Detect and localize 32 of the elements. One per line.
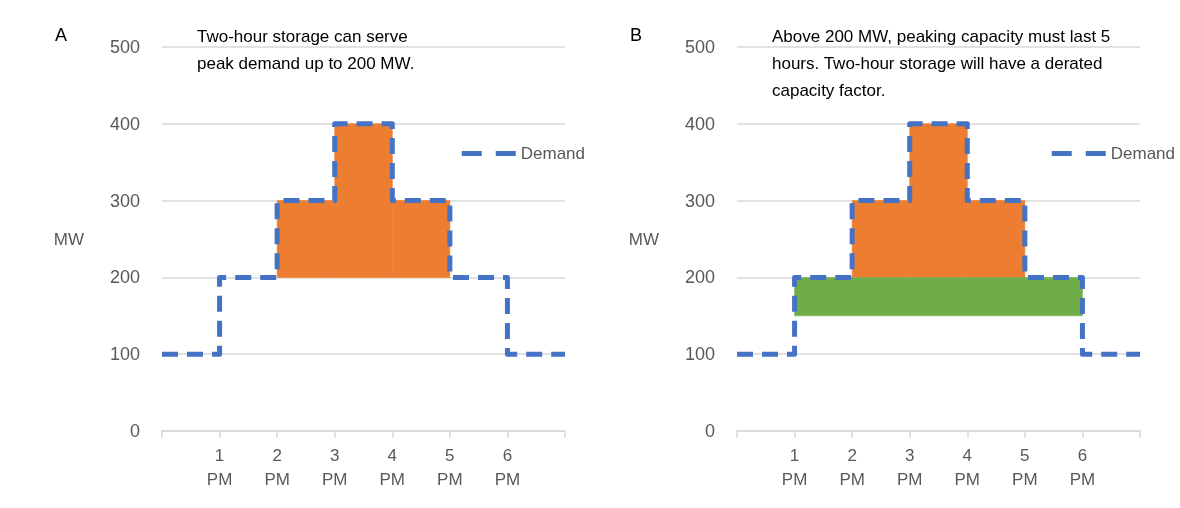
x-tick-label: 6 PM [1069, 445, 1096, 489]
x-tick-label: 4 PM [954, 445, 981, 489]
x-tick-label: 1 PM [781, 445, 808, 489]
y-tick-label: 200 [109, 267, 140, 288]
y-tick-label: 500 [109, 37, 140, 57]
x-tick-label: 1 PM [206, 445, 233, 489]
x-tick-label: 3 PM [321, 445, 348, 489]
x-tick-label: 5 PM [437, 445, 463, 489]
y-tick-label: 300 [109, 190, 140, 211]
legend-label: Demand [1110, 144, 1176, 163]
y-tick-label: 100 [109, 344, 140, 365]
y-axis-title: MW [628, 229, 659, 249]
chart-title: Two-hour storage can serve peak demand up to 200 MW. [197, 27, 415, 73]
x-tick-label: 3 PM [896, 445, 923, 489]
x-tick-label: 6 PM [494, 445, 521, 489]
x-tick-label: 2 PM [264, 445, 290, 489]
x-tick-label: 2 PM [839, 445, 865, 489]
y-tick-label: 200 [684, 267, 715, 288]
y-tick-label: 400 [109, 113, 140, 134]
legend-label: Demand [520, 144, 586, 163]
x-tick-label: 5 PM [1012, 445, 1038, 489]
y-axis-title: MW [53, 229, 84, 249]
y-tick-label: 100 [684, 344, 715, 365]
text: B [630, 25, 643, 45]
y-tick-label: 300 [684, 190, 715, 211]
y-tick-label: 400 [684, 113, 715, 134]
y-tick-label: 500 [684, 37, 715, 57]
y-tick-label: 0 [704, 421, 715, 441]
x-tick-label: 4 PM [379, 445, 406, 489]
chart-title: Above 200 MW, peaking capacity must last 5 hours. Two-hour storage will have a derated capacity factor. [772, 27, 1116, 100]
text: A [55, 25, 68, 45]
y-tick-label: 0 [129, 421, 140, 441]
